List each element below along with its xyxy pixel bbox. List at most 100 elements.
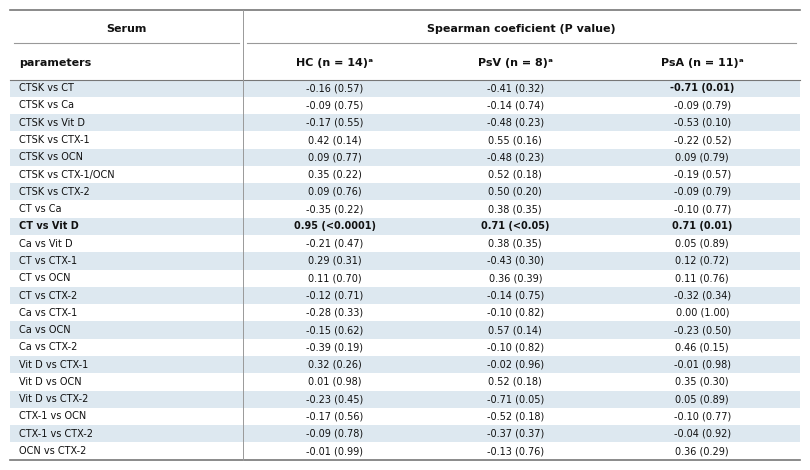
Text: 0.46 (0.15): 0.46 (0.15) xyxy=(676,342,729,352)
Text: Ca vs CTX-1: Ca vs CTX-1 xyxy=(19,308,78,318)
Text: -0.13 (0.76): -0.13 (0.76) xyxy=(487,446,544,456)
Text: -0.04 (0.92): -0.04 (0.92) xyxy=(674,429,731,439)
Text: OCN vs CTX-2: OCN vs CTX-2 xyxy=(19,446,87,456)
Text: -0.43 (0.30): -0.43 (0.30) xyxy=(487,256,544,266)
Text: 0.52 (0.18): 0.52 (0.18) xyxy=(488,377,542,387)
Text: -0.09 (0.79): -0.09 (0.79) xyxy=(674,187,731,197)
Text: CT vs Ca: CT vs Ca xyxy=(19,204,62,214)
Bar xyxy=(10,201,800,218)
Text: 0.29 (0.31): 0.29 (0.31) xyxy=(308,256,361,266)
Text: 0.36 (0.29): 0.36 (0.29) xyxy=(676,446,729,456)
Bar xyxy=(10,97,800,114)
Bar xyxy=(10,270,800,287)
Text: 0.35 (0.30): 0.35 (0.30) xyxy=(676,377,729,387)
Bar xyxy=(10,183,800,201)
Bar xyxy=(10,373,800,391)
Text: 0.36 (0.39): 0.36 (0.39) xyxy=(488,273,542,283)
Text: -0.09 (0.79): -0.09 (0.79) xyxy=(674,101,731,110)
Text: -0.12 (0.71): -0.12 (0.71) xyxy=(306,290,363,300)
Text: -0.09 (0.78): -0.09 (0.78) xyxy=(306,429,363,439)
Text: CTX-1 vs OCN: CTX-1 vs OCN xyxy=(19,411,87,422)
Text: -0.21 (0.47): -0.21 (0.47) xyxy=(306,239,363,249)
Text: -0.28 (0.33): -0.28 (0.33) xyxy=(306,308,363,318)
Text: CTSK vs CTX-1/OCN: CTSK vs CTX-1/OCN xyxy=(19,170,115,180)
Text: -0.53 (0.10): -0.53 (0.10) xyxy=(674,118,731,128)
Text: Vit D vs CTX-2: Vit D vs CTX-2 xyxy=(19,394,89,404)
Text: CTSK vs CTX-2: CTSK vs CTX-2 xyxy=(19,187,90,197)
Text: CTSK vs CT: CTSK vs CT xyxy=(19,83,75,93)
Text: 0.12 (0.72): 0.12 (0.72) xyxy=(676,256,729,266)
Text: -0.14 (0.74): -0.14 (0.74) xyxy=(487,101,544,110)
Bar xyxy=(10,47,800,79)
Text: 0.32 (0.26): 0.32 (0.26) xyxy=(308,360,361,369)
Bar xyxy=(10,149,800,166)
Bar xyxy=(10,356,800,373)
Bar xyxy=(10,425,800,442)
Text: -0.19 (0.57): -0.19 (0.57) xyxy=(674,170,731,180)
Text: -0.32 (0.34): -0.32 (0.34) xyxy=(674,290,731,300)
Text: -0.16 (0.57): -0.16 (0.57) xyxy=(306,83,363,93)
Text: -0.35 (0.22): -0.35 (0.22) xyxy=(306,204,364,214)
Bar xyxy=(10,287,800,304)
Bar xyxy=(10,79,800,97)
Text: -0.48 (0.23): -0.48 (0.23) xyxy=(487,152,544,162)
Text: CTSK vs Vit D: CTSK vs Vit D xyxy=(19,118,85,128)
Bar xyxy=(10,442,800,460)
Text: 0.00 (1.00): 0.00 (1.00) xyxy=(676,308,729,318)
Text: CT vs Vit D: CT vs Vit D xyxy=(19,221,79,231)
Text: CT vs CTX-2: CT vs CTX-2 xyxy=(19,290,78,300)
Text: -0.17 (0.56): -0.17 (0.56) xyxy=(306,411,363,422)
Text: HC (n = 14)ᵃ: HC (n = 14)ᵃ xyxy=(296,58,373,68)
Text: -0.10 (0.82): -0.10 (0.82) xyxy=(487,308,544,318)
Text: 0.38 (0.35): 0.38 (0.35) xyxy=(488,239,542,249)
Text: Spearman coeficient (P value): Spearman coeficient (P value) xyxy=(428,24,616,34)
Text: -0.01 (0.99): -0.01 (0.99) xyxy=(306,446,363,456)
Bar xyxy=(10,408,800,425)
Bar xyxy=(10,304,800,321)
Bar xyxy=(10,114,800,132)
Text: 0.71 (<0.05): 0.71 (<0.05) xyxy=(481,221,549,231)
Text: -0.23 (0.50): -0.23 (0.50) xyxy=(674,325,731,335)
Bar xyxy=(10,166,800,183)
Text: 0.09 (0.77): 0.09 (0.77) xyxy=(308,152,361,162)
Text: -0.01 (0.98): -0.01 (0.98) xyxy=(674,360,731,369)
Bar xyxy=(10,391,800,408)
Text: Vit D vs OCN: Vit D vs OCN xyxy=(19,377,82,387)
Text: CT vs OCN: CT vs OCN xyxy=(19,273,71,283)
Text: 0.11 (0.70): 0.11 (0.70) xyxy=(308,273,361,283)
Text: 0.71 (0.01): 0.71 (0.01) xyxy=(672,221,732,231)
Text: CT vs CTX-1: CT vs CTX-1 xyxy=(19,256,78,266)
Text: -0.23 (0.45): -0.23 (0.45) xyxy=(306,394,363,404)
Bar xyxy=(10,10,800,47)
Text: PsV (n = 8)ᵃ: PsV (n = 8)ᵃ xyxy=(478,58,552,68)
Text: -0.39 (0.19): -0.39 (0.19) xyxy=(306,342,363,352)
Text: 0.09 (0.76): 0.09 (0.76) xyxy=(308,187,361,197)
Text: 0.50 (0.20): 0.50 (0.20) xyxy=(488,187,542,197)
Bar xyxy=(10,339,800,356)
Text: -0.10 (0.77): -0.10 (0.77) xyxy=(674,411,731,422)
Text: CTSK vs OCN: CTSK vs OCN xyxy=(19,152,83,162)
Text: 0.38 (0.35): 0.38 (0.35) xyxy=(488,204,542,214)
Text: 0.35 (0.22): 0.35 (0.22) xyxy=(308,170,361,180)
Text: -0.17 (0.55): -0.17 (0.55) xyxy=(306,118,364,128)
Bar xyxy=(10,132,800,149)
Text: 0.05 (0.89): 0.05 (0.89) xyxy=(676,394,729,404)
Text: 0.52 (0.18): 0.52 (0.18) xyxy=(488,170,542,180)
Text: 0.57 (0.14): 0.57 (0.14) xyxy=(488,325,542,335)
Text: -0.22 (0.52): -0.22 (0.52) xyxy=(673,135,731,145)
Text: Ca vs CTX-2: Ca vs CTX-2 xyxy=(19,342,78,352)
Text: 0.01 (0.98): 0.01 (0.98) xyxy=(308,377,361,387)
Bar xyxy=(10,252,800,270)
Text: parameters: parameters xyxy=(19,58,92,68)
Text: Vit D vs CTX-1: Vit D vs CTX-1 xyxy=(19,360,88,369)
Text: Ca vs Vit D: Ca vs Vit D xyxy=(19,239,73,249)
Bar xyxy=(10,218,800,235)
Text: -0.02 (0.96): -0.02 (0.96) xyxy=(487,360,544,369)
Text: 0.09 (0.79): 0.09 (0.79) xyxy=(676,152,729,162)
Text: -0.09 (0.75): -0.09 (0.75) xyxy=(306,101,363,110)
Text: 0.11 (0.76): 0.11 (0.76) xyxy=(676,273,729,283)
Text: -0.41 (0.32): -0.41 (0.32) xyxy=(487,83,544,93)
Text: Serum: Serum xyxy=(106,24,147,34)
Bar xyxy=(10,321,800,339)
Text: -0.14 (0.75): -0.14 (0.75) xyxy=(487,290,544,300)
